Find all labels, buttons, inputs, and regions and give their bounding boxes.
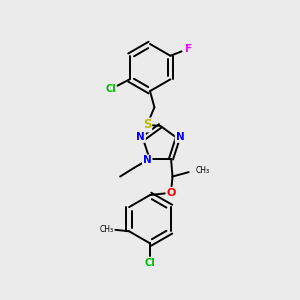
Text: N: N xyxy=(176,132,184,142)
Text: N: N xyxy=(136,132,145,142)
Text: S: S xyxy=(143,118,151,131)
Text: Cl: Cl xyxy=(145,258,155,268)
Text: F: F xyxy=(184,44,192,54)
Text: Cl: Cl xyxy=(105,84,116,94)
Text: CH₃: CH₃ xyxy=(195,167,209,176)
Text: CH₃: CH₃ xyxy=(100,225,114,234)
Text: N: N xyxy=(143,155,152,165)
Text: O: O xyxy=(166,188,176,198)
